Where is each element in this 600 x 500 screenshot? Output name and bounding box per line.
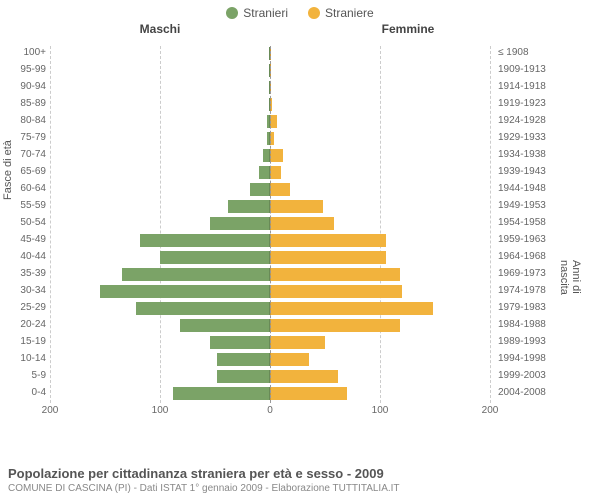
- x-tick-label: 200: [35, 405, 65, 416]
- chart-area: [50, 46, 545, 420]
- age-label: 25-29: [6, 302, 46, 313]
- column-headers: Maschi Femmine: [0, 22, 600, 40]
- x-tick-label: 200: [475, 405, 505, 416]
- bar-female: [270, 234, 386, 247]
- birth-label: 1954-1958: [498, 217, 556, 228]
- birth-label: 1909-1913: [498, 64, 556, 75]
- birth-label: 1984-1988: [498, 319, 556, 330]
- age-label: 85-89: [6, 98, 46, 109]
- age-label: 5-9: [6, 370, 46, 381]
- bar-male: [217, 353, 270, 366]
- header-female: Femmine: [298, 22, 518, 36]
- bar-female: [270, 268, 400, 281]
- age-label: 50-54: [6, 217, 46, 228]
- bar-female: [270, 251, 386, 264]
- age-label: 80-84: [6, 115, 46, 126]
- legend-swatch-male: [226, 7, 238, 19]
- birth-label: 1959-1963: [498, 234, 556, 245]
- birth-label: 1989-1993: [498, 336, 556, 347]
- legend-swatch-female: [308, 7, 320, 19]
- age-label: 45-49: [6, 234, 46, 245]
- bar-male: [210, 217, 271, 230]
- age-label: 70-74: [6, 149, 46, 160]
- bar-male: [210, 336, 271, 349]
- center-line: [270, 46, 271, 403]
- bar-female: [270, 217, 334, 230]
- age-label: 60-64: [6, 183, 46, 194]
- birth-label: 1979-1983: [498, 302, 556, 313]
- birth-label: ≤ 1908: [498, 47, 556, 58]
- bar-female: [270, 319, 400, 332]
- chart-title: Popolazione per cittadinanza straniera p…: [8, 466, 592, 481]
- bar-female: [270, 183, 290, 196]
- age-label: 30-34: [6, 285, 46, 296]
- birth-label: 1969-1973: [498, 268, 556, 279]
- age-label: 95-99: [6, 64, 46, 75]
- birth-label: 1999-2003: [498, 370, 556, 381]
- x-tick-label: 100: [365, 405, 395, 416]
- legend-female: Straniere: [308, 6, 374, 20]
- age-label: 15-19: [6, 336, 46, 347]
- bar-female: [270, 387, 347, 400]
- legend-label-female: Straniere: [325, 6, 374, 20]
- bar-female: [270, 149, 283, 162]
- birth-label: 1929-1933: [498, 132, 556, 143]
- legend: Stranieri Straniere: [0, 0, 600, 22]
- birth-label: 1934-1938: [498, 149, 556, 160]
- birth-label: 1919-1923: [498, 98, 556, 109]
- chart-subtitle: COMUNE DI CASCINA (PI) - Dati ISTAT 1° g…: [8, 483, 592, 494]
- birth-label: 1939-1943: [498, 166, 556, 177]
- bar-male: [160, 251, 270, 264]
- bar-female: [270, 336, 325, 349]
- birth-label: 2004-2008: [498, 387, 556, 398]
- bar-male: [180, 319, 270, 332]
- birth-label: 1914-1918: [498, 81, 556, 92]
- plot: [50, 46, 490, 403]
- legend-male: Stranieri: [226, 6, 288, 20]
- bar-male: [259, 166, 270, 179]
- age-label: 90-94: [6, 81, 46, 92]
- age-label: 40-44: [6, 251, 46, 262]
- bar-female: [270, 285, 402, 298]
- bar-male: [140, 234, 270, 247]
- birth-label: 1924-1928: [498, 115, 556, 126]
- legend-label-male: Stranieri: [243, 6, 288, 20]
- x-tick-label: 100: [145, 405, 175, 416]
- age-label: 75-79: [6, 132, 46, 143]
- bar-male: [100, 285, 271, 298]
- age-label: 100+: [6, 47, 46, 58]
- age-label: 65-69: [6, 166, 46, 177]
- age-label: 0-4: [6, 387, 46, 398]
- bar-female: [270, 200, 323, 213]
- bar-male: [228, 200, 270, 213]
- bar-male: [173, 387, 270, 400]
- bar-male: [122, 268, 271, 281]
- bar-female: [270, 302, 433, 315]
- birth-label: 1944-1948: [498, 183, 556, 194]
- bar-male: [263, 149, 270, 162]
- x-tick-label: 0: [255, 405, 285, 416]
- age-label: 10-14: [6, 353, 46, 364]
- bar-female: [270, 166, 281, 179]
- bar-female: [270, 353, 309, 366]
- birth-label: 1964-1968: [498, 251, 556, 262]
- footer: Popolazione per cittadinanza straniera p…: [8, 466, 592, 494]
- age-label: 55-59: [6, 200, 46, 211]
- birth-label: 1974-1978: [498, 285, 556, 296]
- bar-male: [217, 370, 270, 383]
- bar-male: [250, 183, 270, 196]
- birth-label: 1949-1953: [498, 200, 556, 211]
- birth-label: 1994-1998: [498, 353, 556, 364]
- header-male: Maschi: [50, 22, 270, 36]
- gridline: [490, 46, 491, 403]
- bar-female: [270, 370, 338, 383]
- age-label: 35-39: [6, 268, 46, 279]
- age-label: 20-24: [6, 319, 46, 330]
- bar-male: [136, 302, 270, 315]
- y-axis-title-right: Anni di nascita: [558, 260, 582, 295]
